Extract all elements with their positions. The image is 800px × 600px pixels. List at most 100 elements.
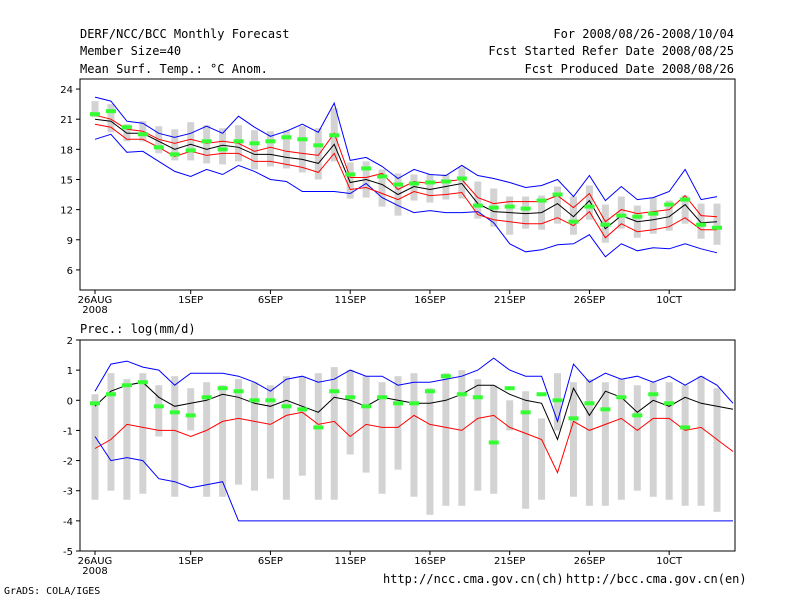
prec-range-bar bbox=[298, 376, 306, 476]
temp-ensemble-marker bbox=[153, 145, 164, 150]
prec-range-bar bbox=[458, 370, 466, 506]
temp-ensemble-marker bbox=[504, 204, 515, 209]
temp-range-bar bbox=[569, 196, 577, 235]
grads-credit: GrADS: COLA/IGES bbox=[4, 586, 101, 597]
temp-y-tick-label: 15 bbox=[60, 175, 73, 186]
temp-range-bar bbox=[697, 203, 705, 239]
prec-ensemble-marker bbox=[584, 401, 595, 406]
prec-ensemble-marker bbox=[408, 401, 419, 406]
prec-range-bar bbox=[123, 379, 131, 500]
prec-ensemble-marker bbox=[281, 404, 292, 409]
url-ch-link[interactable]: http://ncc.cma.gov.cn(ch) bbox=[383, 572, 564, 586]
temp-ensemble-marker bbox=[169, 152, 180, 157]
prec-ensemble-marker bbox=[233, 389, 244, 394]
temp-range-bar bbox=[171, 129, 179, 161]
prec-x-tick-label: 11SEP bbox=[334, 556, 365, 567]
prec-range-bar bbox=[346, 370, 354, 455]
temp-range-bar bbox=[681, 195, 689, 224]
temp-ensemble-marker bbox=[680, 197, 691, 202]
temp-ensemble-marker bbox=[201, 139, 212, 144]
temp-range-bar bbox=[617, 196, 625, 229]
temp-range-bar bbox=[442, 174, 450, 200]
temp-x-tick-label: 26SEP bbox=[574, 295, 605, 306]
prec-x-tick-label: 6SEP bbox=[258, 556, 283, 567]
prec-range-bar bbox=[506, 400, 514, 431]
temp-ensemble-marker bbox=[696, 222, 707, 227]
prec-range-bar bbox=[649, 382, 657, 497]
prec-ensemble-marker bbox=[664, 401, 675, 406]
temp-range-bar bbox=[410, 174, 418, 201]
prec-y-tick-label: -3 bbox=[63, 487, 73, 498]
prec-range-bar bbox=[490, 385, 498, 494]
prec-range-bar bbox=[601, 382, 609, 506]
temp-x-tick-sublabel: 2008 bbox=[82, 305, 107, 316]
temp-range-bar bbox=[314, 128, 322, 180]
temp-range-bar bbox=[282, 130, 290, 169]
prec-y-tick-label: -4 bbox=[63, 517, 73, 528]
temp-ensemble-marker bbox=[520, 206, 531, 211]
prec-x-tick-label: 26AUG bbox=[78, 556, 113, 567]
temp-ensemble-marker bbox=[648, 211, 659, 216]
prec-range-bar bbox=[633, 385, 641, 491]
temp-ensemble-marker bbox=[329, 133, 340, 138]
prec-range-bar bbox=[681, 385, 689, 506]
temp-ensemble-marker bbox=[440, 179, 451, 184]
prec-ensemble-marker bbox=[137, 380, 148, 385]
prec-ensemble-marker bbox=[520, 410, 531, 415]
temp-range-bar bbox=[298, 126, 306, 173]
forecast-period: For 2008/08/26-2008/10/04 bbox=[553, 27, 734, 41]
prec-ensemble-marker bbox=[472, 395, 483, 400]
prec-range-bar bbox=[91, 394, 99, 500]
prec-range-bar bbox=[410, 373, 418, 497]
prec-ensemble-marker bbox=[313, 425, 324, 430]
prec-ensemble-marker bbox=[377, 395, 388, 400]
temp-y-tick-label: 18 bbox=[60, 145, 73, 156]
prec-range-bar bbox=[107, 373, 115, 491]
temp-ensemble-marker bbox=[105, 109, 116, 114]
temp-ensemble-marker bbox=[632, 214, 643, 219]
prec-ensemble-marker bbox=[361, 404, 372, 409]
temp-ensemble-marker bbox=[233, 139, 244, 144]
temp-range-bar bbox=[187, 122, 195, 161]
prec-range-bar bbox=[617, 379, 625, 500]
temp-x-tick-label: 1SEP bbox=[178, 295, 203, 306]
prec-range-bar bbox=[378, 382, 386, 494]
prec-range-bar bbox=[522, 391, 530, 509]
prec-y-tick-label: -2 bbox=[63, 457, 73, 468]
prec-ensemble-marker bbox=[680, 425, 691, 430]
prec-ensemble-marker bbox=[616, 395, 627, 400]
temp-ensemble-marker bbox=[393, 182, 404, 187]
temp-ensemble-marker bbox=[265, 139, 276, 144]
prec-ensemble-marker bbox=[648, 392, 659, 397]
prec-ensemble-marker bbox=[568, 416, 579, 421]
prec-x-tick-sublabel: 2008 bbox=[82, 566, 107, 577]
prec-x-tick-label: 16SEP bbox=[414, 556, 445, 567]
temp-range-bar bbox=[250, 130, 258, 170]
prec-ensemble-marker bbox=[265, 398, 276, 403]
temp-series-max bbox=[94, 133, 718, 258]
temp-ensemble-marker bbox=[408, 181, 419, 186]
temp-ensemble-marker bbox=[185, 148, 196, 153]
temp-series-p-low bbox=[94, 123, 717, 239]
prec-ensemble-marker bbox=[105, 392, 116, 397]
temp-x-tick-label: 21SEP bbox=[494, 295, 525, 306]
temp-ensemble-marker bbox=[313, 143, 324, 148]
temp-range-bar bbox=[378, 169, 386, 207]
prec-range-bar bbox=[266, 385, 274, 479]
prec-range-bar bbox=[713, 388, 721, 512]
chart-title: DERF/NCC/BCC Monthly Forecast bbox=[80, 27, 290, 41]
url-en-link[interactable]: http://bcc.cma.gov.cn(en) bbox=[566, 572, 747, 586]
prec-ensemble-marker bbox=[345, 395, 356, 400]
prec-ensemble-marker bbox=[536, 392, 547, 397]
prec-series-lower bbox=[94, 411, 734, 474]
prec-y-tick-label: 2 bbox=[67, 336, 73, 347]
prec-range-bar bbox=[282, 376, 290, 500]
temp-ensemble-marker bbox=[456, 176, 467, 181]
temp-range-bar bbox=[649, 197, 657, 234]
prec-range-bar bbox=[235, 379, 243, 485]
prec-panel-frame bbox=[79, 339, 736, 552]
prec-range-bar bbox=[250, 382, 258, 491]
temp-y-tick-label: 6 bbox=[67, 266, 73, 277]
prec-panel-title: Prec.: log(mm/d) bbox=[80, 322, 196, 336]
temp-ensemble-marker bbox=[297, 137, 308, 142]
